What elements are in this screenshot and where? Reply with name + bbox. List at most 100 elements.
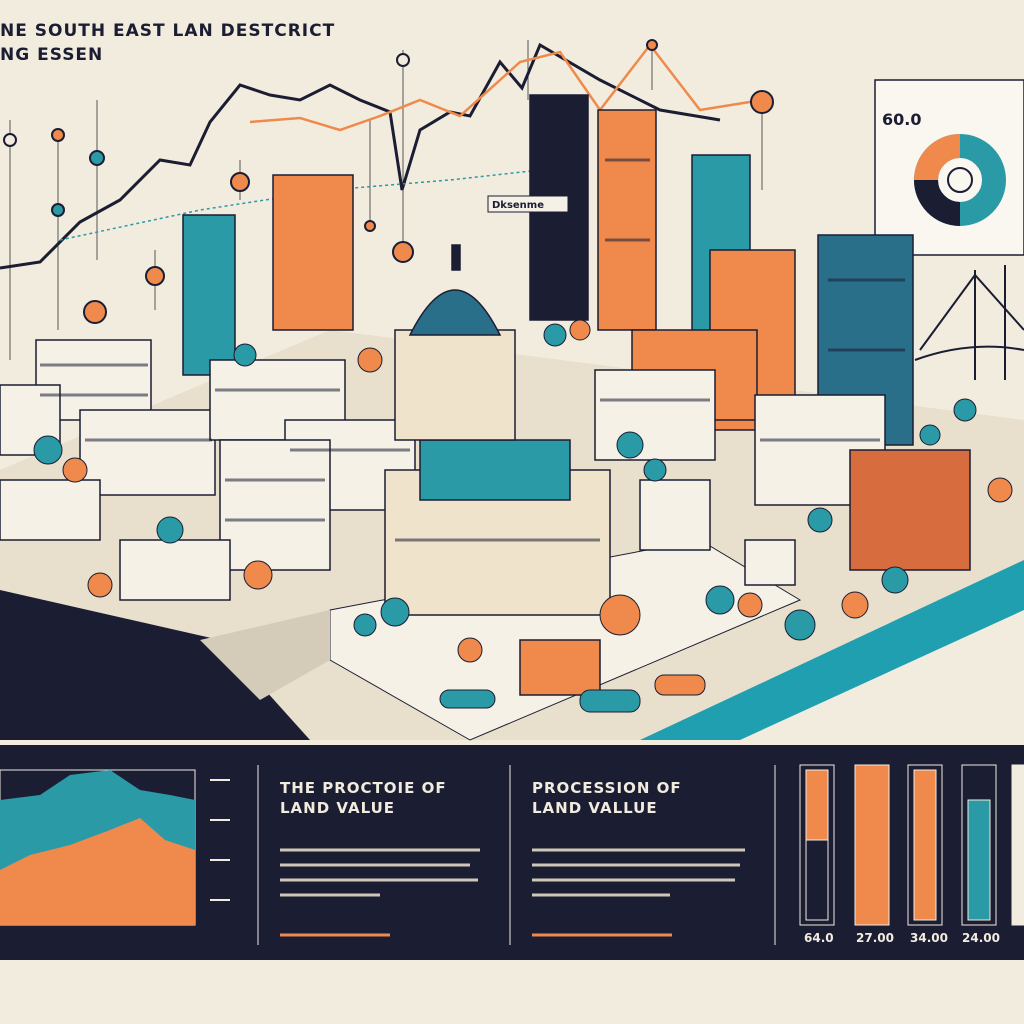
trees-part [807,507,833,533]
trees-part [233,343,257,367]
panel-title: PROCESSION OF [532,779,682,797]
decor-bars-part [805,839,829,921]
panel-text-lines [532,848,745,937]
panel-subtitle: LAND VALLUE [532,799,658,817]
decor-line-chart-part [249,42,763,132]
mini-area-chart-part [210,779,230,901]
sign-text: Dksenme [492,200,544,211]
mini-area-chart-part [0,818,195,925]
bar-label: 34.00 [910,931,948,945]
trees-part [87,572,113,598]
gardens-part [654,674,706,696]
trees-part [705,585,735,615]
sign-part [487,195,569,213]
decor-line-chart-part-part [51,128,65,142]
decor-bars-part [854,764,890,926]
panel-text-lines [280,848,480,937]
trees-part [987,477,1013,503]
trees-part [457,637,483,663]
title: NE SOUTH EAST LAN DESTCRICT [0,21,335,41]
buildings-part [272,174,354,331]
donut-panel-part [947,167,973,193]
buildings-part [219,439,331,571]
donut-panel-part [914,179,961,226]
gardens-part [579,689,641,713]
donut-panel-part [914,134,961,181]
buildings-part [597,109,657,331]
subtitle: NG ESSEN [0,45,103,65]
decor-line-chart-part [9,40,763,360]
bar-label: 24.00 [962,931,1000,945]
buildings-part [419,439,571,501]
decor-line-chart-part-part [145,266,165,286]
trees-part [62,457,88,483]
bridge-part [919,273,1024,351]
decor-line-chart-part-part [396,53,410,67]
buildings-part [119,539,231,601]
ground-part [0,590,310,740]
buildings-part [744,539,796,586]
trees-part [353,613,377,637]
windows [40,138,905,542]
gardens-part [439,689,496,709]
dome [394,244,516,441]
buildings [0,94,971,696]
decor-bars-part [967,799,991,921]
donut-label: 60.0 [882,110,921,129]
bar-label: 27.00 [856,931,894,945]
ground-part [200,610,330,700]
buildings-part [182,214,236,376]
bar-label: 64.0 [804,931,834,945]
buildings-part [79,409,216,496]
buildings-part [519,639,601,696]
ground-part [640,560,1024,740]
trees-part [616,431,644,459]
decor-line-chart-part-part [392,241,414,263]
trees-part [599,594,641,636]
decor-bars-part [913,769,937,921]
bridge [914,265,1024,380]
dome-part [408,289,502,336]
decor-line-chart-part-part [230,172,250,192]
panel-title: THE PROCTOIE OF [280,779,447,797]
trees-part [643,458,667,482]
decor-line-chart [0,39,774,360]
mini-area-chart [0,769,230,926]
buildings-part [849,449,971,571]
decor-bars [799,764,1024,926]
trees-part [243,560,273,590]
trees-part [569,319,591,341]
trees-part [784,609,816,641]
trees-part [543,323,567,347]
dome-part [394,329,516,441]
buildings-part [0,479,101,541]
decor-line-chart-part-part [750,90,774,114]
gardens [439,674,706,713]
trees-part [881,566,909,594]
decor-line-chart-part [3,39,774,324]
trees-part [380,597,410,627]
trees-part [737,592,763,618]
bridge-part [914,345,1024,361]
sign: Dksenme [487,195,569,213]
buildings-part [594,369,716,461]
trees-part [156,516,184,544]
decor-line-chart-part [0,42,721,270]
decor-bars-part [1011,764,1024,926]
dome-part [451,244,461,271]
trees-part [919,424,941,446]
trees-part [357,347,383,373]
decor-line-chart-part-part [364,220,376,232]
decor-line-chart-part-part [89,150,105,166]
donut-panel: 60.0 [874,79,1024,256]
decor-line-chart-part-part [646,39,658,51]
trees-part [953,398,977,422]
trees-part [33,435,63,465]
trees [33,319,1013,663]
panel-subtitle: LAND VALUE [280,799,395,817]
decor-line-chart-part-part [51,203,65,217]
buildings-part [639,479,711,551]
decor-line-chart-part-part [83,300,107,324]
